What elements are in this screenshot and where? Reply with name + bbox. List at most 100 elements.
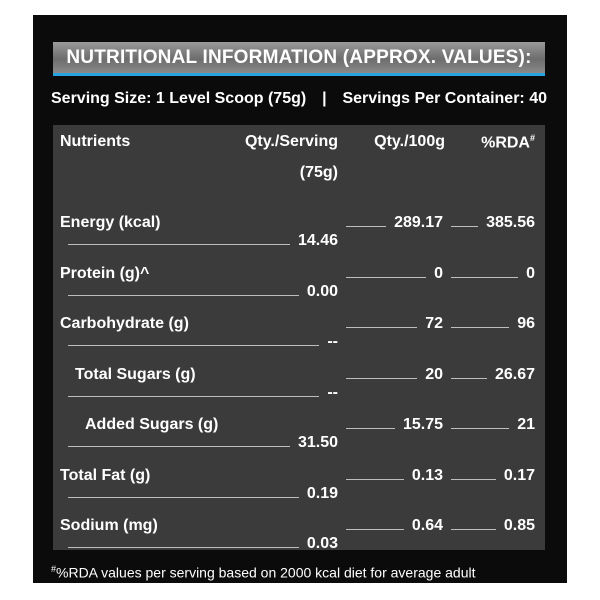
- leader-line: [68, 294, 299, 296]
- nutrient-value: 0.85: [503, 517, 535, 534]
- rda-marker: #: [529, 133, 535, 143]
- serving-size: Serving Size: 1 Level Scoop (75g): [51, 90, 307, 107]
- column-header: Qty./Serving: [244, 133, 338, 150]
- table-row: Sodium (mg) 0.64 0.85 0.03: [60, 517, 535, 553]
- table-cell: Protein (g)^: [60, 265, 338, 283]
- leader-line: [451, 428, 510, 429]
- footnote: #%RDA values per serving based on 2000 k…: [51, 564, 476, 581]
- column-header: %RDA#: [481, 133, 535, 152]
- nutrient-value: 0.13: [411, 466, 443, 484]
- servings-per-container: Servings Per Container: 40: [342, 90, 547, 107]
- table-row: Added Sugars (g) 15.75 21 31.50: [60, 416, 535, 452]
- table-cell: 0: [338, 265, 443, 283]
- leader-line: [346, 377, 418, 379]
- nutrient-value: 289.17: [394, 214, 443, 231]
- nutrient-value: 0.00: [306, 282, 338, 300]
- table-cell: 20: [338, 366, 443, 384]
- table-cell: 385.56: [443, 214, 535, 232]
- nutrient-name: Protein (g)^: [60, 264, 150, 282]
- leader-line: [68, 446, 290, 447]
- leader-line: [346, 478, 404, 480]
- table-cell: --: [60, 384, 338, 402]
- column-header: Nutrients: [60, 133, 131, 150]
- footnote-marker: #: [51, 564, 57, 574]
- leader-line: [451, 327, 510, 328]
- footnote-text: %RDA values per serving based on 2000 kc…: [56, 564, 476, 581]
- nutrient-value: 21: [517, 416, 535, 433]
- column-header: Qty./100g: [374, 133, 445, 150]
- leader-line: [451, 276, 519, 278]
- table-cell: 289.17: [338, 214, 443, 232]
- table-cell: 96: [443, 315, 535, 333]
- nutrient-table: Nutrients Qty./Serving (75g) Qty./100g %…: [53, 125, 545, 553]
- leader-line: [68, 496, 299, 498]
- leader-line: [451, 529, 496, 530]
- nutrient-value: 0.19: [306, 484, 338, 502]
- table-cell: 0.03: [60, 535, 338, 553]
- nutrient-value: 15.75: [402, 416, 443, 433]
- table-row: Protein (g)^ 0 0 0.00: [60, 265, 535, 301]
- nutrient-value: 26.67: [494, 365, 535, 383]
- table-cell: 26.67: [443, 366, 535, 384]
- nutrient-value: 0: [434, 264, 443, 282]
- nutrient-value: --: [327, 333, 338, 350]
- table-cell: --: [60, 333, 338, 351]
- table-cell: 72: [338, 315, 443, 333]
- table-cell: 0.19: [60, 485, 338, 503]
- nutrient-value: 0.03: [306, 535, 338, 552]
- leader-line: [68, 244, 290, 245]
- leader-line: [68, 395, 320, 397]
- rda-header: %RDA: [481, 134, 530, 152]
- leader-line: [451, 226, 479, 227]
- nutrient-name: Energy (kcal): [60, 214, 161, 231]
- table-cell: 21: [443, 416, 535, 434]
- separator: |: [322, 90, 327, 107]
- nutrient-value: 20: [425, 365, 443, 383]
- table-cell: Total Sugars (g): [60, 366, 338, 384]
- table-row: Total Sugars (g) 20 26.67 --: [60, 366, 535, 402]
- table-cell: 0: [443, 265, 535, 283]
- table-cell: 0.00: [60, 283, 338, 301]
- leader-line: [346, 327, 418, 328]
- leader-line: [346, 428, 395, 429]
- table-cell: 0.85: [443, 517, 535, 535]
- nutrient-value: 0.64: [411, 517, 443, 534]
- table-cell: 0.64: [338, 517, 443, 535]
- leader-line: [68, 345, 320, 346]
- table-row: Energy (kcal) 289.17 385.56 14.46: [60, 214, 535, 250]
- leader-line: [451, 377, 487, 379]
- leader-line: [346, 276, 427, 278]
- nutrient-name: Added Sugars (g): [85, 416, 219, 433]
- table-row: Carbohydrate (g) 72 96 --: [60, 315, 535, 351]
- title: NUTRITIONAL INFORMATION (APPROX. VALUES)…: [53, 42, 545, 76]
- leader-line: [451, 478, 496, 480]
- nutrient-name: Carbohydrate (g): [60, 315, 189, 332]
- leader-line: [346, 529, 404, 530]
- nutrient-value: 0.17: [503, 466, 535, 484]
- table-cell: Carbohydrate (g): [60, 315, 338, 333]
- label-box: NUTRITIONAL INFORMATION (APPROX. VALUES)…: [33, 15, 567, 583]
- nutrient-value: 96: [517, 315, 535, 332]
- nutrient-name: Total Sugars (g): [75, 365, 196, 383]
- serving-line: Serving Size: 1 Level Scoop (75g) | Serv…: [51, 90, 547, 108]
- nutrient-value: 14.46: [297, 232, 338, 249]
- table-cell: 15.75: [338, 416, 443, 434]
- table-cell: 31.50: [60, 434, 338, 452]
- column-subtitle: (75g): [299, 164, 338, 181]
- table-cell: Energy (kcal): [60, 214, 338, 232]
- table-cell: Added Sugars (g): [60, 416, 338, 434]
- nutrient-name: Total Fat (g): [60, 466, 151, 484]
- nutrient-value: 385.56: [486, 214, 535, 231]
- table-row: Total Fat (g) 0.13 0.17 0.19: [60, 467, 535, 503]
- nutrient-value: 31.50: [297, 434, 338, 451]
- leader-line: [346, 226, 387, 227]
- table-cell: 0.13: [338, 467, 443, 485]
- leader-line: [68, 547, 299, 548]
- nutrient-name: Sodium (mg): [60, 517, 158, 534]
- nutrient-value: 72: [425, 315, 443, 332]
- nutrient-value: 0: [526, 264, 535, 282]
- nutrient-value: --: [327, 383, 338, 401]
- table-cell: Sodium (mg): [60, 517, 338, 535]
- table-cell: 14.46: [60, 232, 338, 250]
